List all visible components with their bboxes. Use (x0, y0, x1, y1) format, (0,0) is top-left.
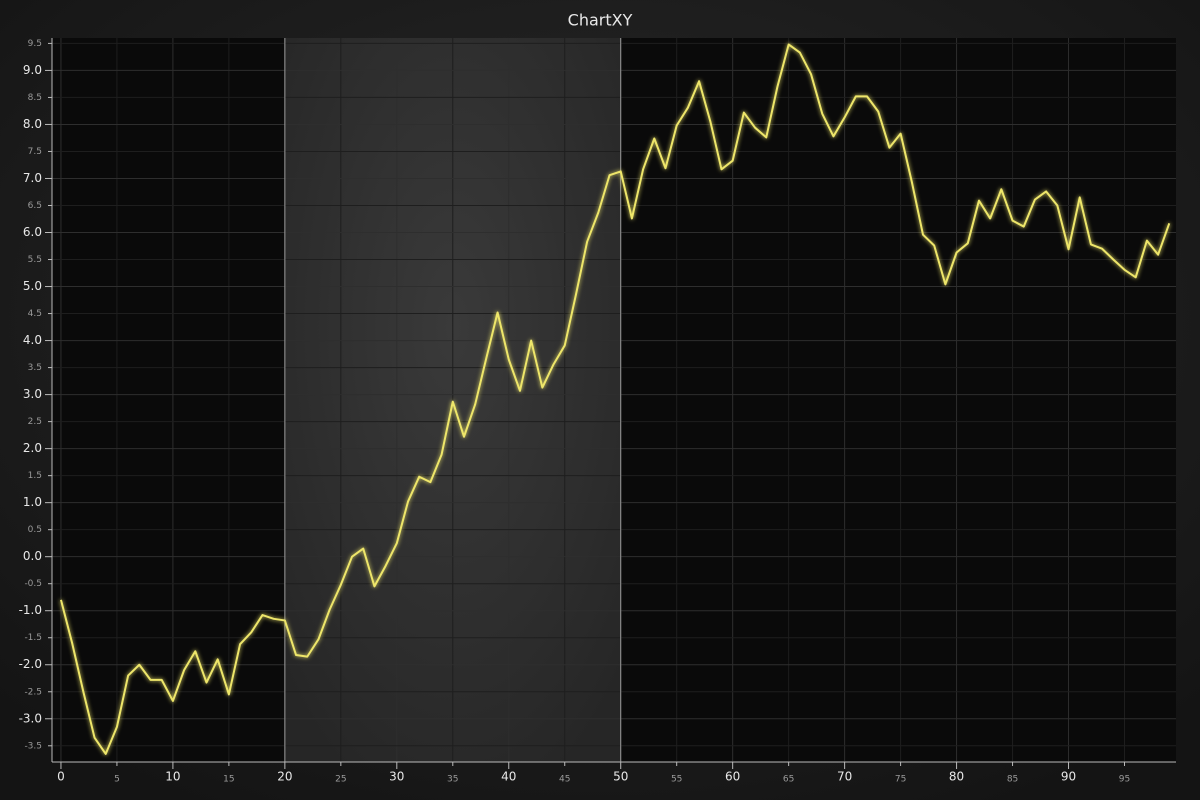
y-minor-tick-label: -1.5 (24, 633, 42, 643)
x-tick-label: 20 (277, 770, 292, 784)
y-tick-label: 8.0 (23, 117, 42, 131)
y-tick-label: 4.0 (23, 333, 42, 347)
y-minor-tick-label: 5.5 (28, 255, 42, 265)
chart-title: ChartXY (568, 11, 633, 30)
grid: 5 15 25 35 45 55 65 75 85 95 0 10 20 30 40 50 60 70 80 90 -3… (19, 38, 1176, 785)
y-minor-tick-label: 2.5 (28, 417, 42, 427)
y-tick-label: -2.0 (19, 657, 42, 671)
x-minor-tick-label: 35 (447, 775, 458, 785)
x-tick-label: 90 (1061, 770, 1076, 784)
y-tick-label: 5.0 (23, 279, 42, 293)
y-minor-tick-label: 3.5 (28, 363, 42, 373)
y-minor-tick-label: -3.5 (24, 741, 42, 751)
y-tick-label: 9.0 (23, 63, 42, 77)
y-minor-tick-label: 7.5 (28, 147, 42, 157)
x-tick-label: 70 (837, 770, 852, 784)
x-minor-tick-label: 5 (114, 775, 120, 785)
x-tick-label: 40 (501, 770, 516, 784)
x-minor-tick-label: 65 (783, 775, 794, 785)
y-minor-tick-label: 6.5 (28, 201, 42, 211)
y-tick-label: -3.0 (19, 711, 42, 725)
y-minor-tick-label: -2.5 (24, 687, 42, 697)
y-minor-tick-label: 4.5 (28, 309, 42, 319)
x-minor-tick-label: 45 (559, 775, 570, 785)
x-tick-label: 60 (725, 770, 740, 784)
x-minor-tick-label: 25 (335, 775, 346, 785)
y-tick-label: 2.0 (23, 441, 42, 455)
x-minor-tick-label: 75 (895, 775, 906, 785)
y-minor-tick-label: -0.5 (24, 579, 42, 589)
y-tick-label: 3.0 (23, 387, 42, 401)
x-minor-tick-label: 15 (223, 775, 234, 785)
x-tick-label: 0 (57, 770, 65, 784)
y-tick-label: -1.0 (19, 603, 42, 617)
y-tick-label: 7.0 (23, 171, 42, 185)
x-tick-label: 80 (949, 770, 964, 784)
data-line (59, 43, 1171, 755)
marks (59, 43, 1171, 755)
x-tick-label: 30 (389, 770, 404, 784)
x-minor-tick-label: 55 (671, 775, 682, 785)
y-minor-tick-label: 1.5 (28, 471, 42, 481)
x-minor-tick-label: 95 (1119, 775, 1130, 785)
x-tick-label: 10 (165, 770, 180, 784)
y-tick-label: 1.0 (23, 495, 42, 509)
x-tick-label: 50 (613, 770, 628, 784)
y-tick-label: 6.0 (23, 225, 42, 239)
y-minor-tick-label: 0.5 (28, 525, 42, 535)
x-minor-tick-label: 85 (1007, 775, 1018, 785)
y-minor-tick-label: 9.5 (28, 39, 42, 49)
y-minor-tick-label: 8.5 (28, 93, 42, 103)
y-tick-label: 0.0 (23, 549, 42, 563)
